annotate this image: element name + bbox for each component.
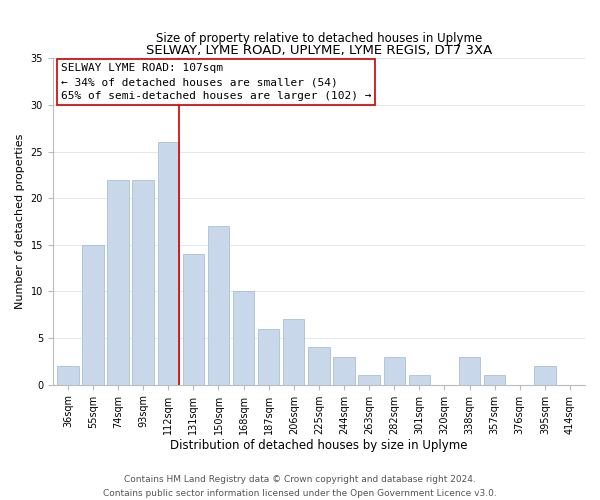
Bar: [233, 292, 254, 384]
X-axis label: Distribution of detached houses by size in Uplyme: Distribution of detached houses by size …: [170, 440, 467, 452]
Title: SELWAY, LYME ROAD, UPLYME, LYME REGIS, DT7 3XA: SELWAY, LYME ROAD, UPLYME, LYME REGIS, D…: [146, 44, 492, 57]
Bar: [383, 357, 405, 384]
Bar: [358, 376, 380, 384]
Bar: [409, 376, 430, 384]
Text: SELWAY LYME ROAD: 107sqm
← 34% of detached houses are smaller (54)
65% of semi-d: SELWAY LYME ROAD: 107sqm ← 34% of detach…: [61, 64, 371, 102]
Bar: [459, 357, 480, 384]
Bar: [258, 329, 280, 384]
Bar: [82, 245, 104, 384]
Bar: [208, 226, 229, 384]
Text: Size of property relative to detached houses in Uplyme: Size of property relative to detached ho…: [156, 32, 482, 46]
Bar: [283, 320, 304, 384]
Text: Contains HM Land Registry data © Crown copyright and database right 2024.
Contai: Contains HM Land Registry data © Crown c…: [103, 476, 497, 498]
Bar: [308, 348, 329, 385]
Bar: [534, 366, 556, 384]
Bar: [133, 180, 154, 384]
Bar: [158, 142, 179, 384]
Bar: [484, 376, 505, 384]
Y-axis label: Number of detached properties: Number of detached properties: [15, 134, 25, 309]
Bar: [57, 366, 79, 384]
Bar: [334, 357, 355, 384]
Bar: [182, 254, 204, 384]
Bar: [107, 180, 129, 384]
